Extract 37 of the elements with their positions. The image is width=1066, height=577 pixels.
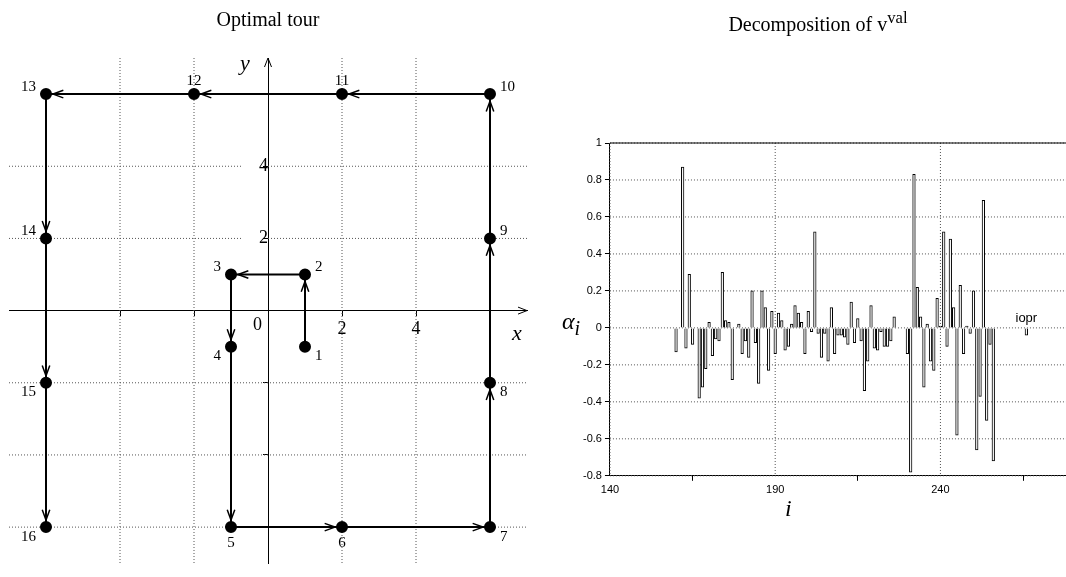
chart-title: Decomposition of v$^{val}$ [727,8,909,36]
annotation: 11 [334,71,350,88]
y-axis-title: y [240,50,250,76]
annotation: 6 [338,533,347,550]
y-tick-label: 0.4 [586,246,602,259]
annotation: 10 [500,77,515,94]
annotation: 3 [213,257,221,274]
annotation: 16 [21,527,37,544]
annotation: 9 [500,221,508,238]
chart-title: Optimal tour [215,8,321,31]
y-tick-label: 0.8 [586,173,602,186]
y-tick-label: 0.2 [586,283,602,296]
x-axis-title: i [785,495,792,522]
annotation: 8 [500,383,508,400]
x-tick-label: 2 [337,318,347,339]
annotation: 14 [21,221,37,238]
annotation: 13 [21,77,36,94]
y-tick-label: -0.6 [582,431,602,444]
x-axis-title: x [512,320,522,346]
annotation: 15 [21,383,36,400]
annotation: iopr [1015,310,1038,326]
annotation: 4 [213,347,222,364]
annotation: 5 [227,533,235,550]
y-tick-label: 1 [595,136,602,149]
annotation: 2 [315,257,323,274]
y-tick-label: -0.4 [582,394,602,407]
x-tick-label: 240 [931,483,950,496]
y-tick-label: -0.8 [582,468,602,481]
y-tick-label: -0.2 [582,357,602,370]
x-tick-label: 4 [411,318,421,339]
x-tick-label: 190 [766,483,785,496]
y-tick-label: 0.6 [586,209,602,222]
annotation: 1 [315,347,323,364]
annotation: 7 [500,527,508,544]
annotation: 12 [186,71,202,88]
x-tick-label: 140 [600,483,620,496]
y-axis-title: α$_{i}$ [562,308,581,340]
